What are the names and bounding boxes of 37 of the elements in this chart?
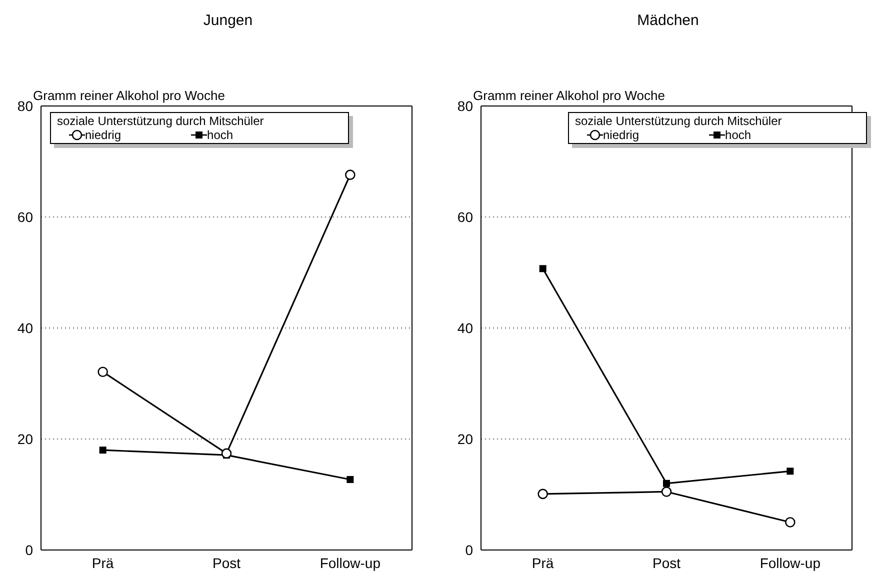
point (345, 170, 356, 180)
y-axis-title: Gramm reiner Alkohol pro Woche (473, 88, 665, 103)
y-tick-label: 40 (17, 320, 34, 336)
y-tick-label: 60 (457, 208, 474, 225)
point (539, 265, 546, 272)
chart-title: Mädchen (636, 11, 700, 31)
chart-title: Jungen (202, 11, 254, 31)
x-tick-label: Follow-up (320, 554, 381, 571)
y-axis-title: Gramm reiner Alkohol pro Woche (33, 88, 225, 103)
legend-title: soziale Unterstützung durch Mitschüler (575, 114, 783, 128)
legend-label: hoch (207, 128, 234, 142)
legend-label: hoch (725, 128, 752, 142)
y-tick-label: 20 (457, 430, 474, 447)
y-tick-label: 80 (457, 98, 474, 114)
legend-title: soziale Unterstützung durch Mitschüler (57, 114, 265, 128)
y-tick-label: 40 (457, 320, 474, 336)
point (663, 480, 670, 487)
point (538, 488, 548, 500)
point (661, 486, 672, 497)
legend-label: niedrig (85, 128, 122, 142)
x-tick-label: Post (212, 554, 241, 571)
y-tick-label: 80 (17, 98, 34, 114)
point (785, 517, 796, 528)
x-tick-label: Prä (92, 554, 114, 571)
y-tick-label: 0 (25, 542, 34, 558)
x-tick-label: Post (652, 554, 681, 571)
point (786, 468, 794, 475)
point (221, 448, 232, 459)
y-tick-label: 20 (17, 430, 34, 447)
point (99, 446, 106, 454)
x-tick-label: Prä (532, 554, 554, 571)
legend-label: niedrig (603, 128, 640, 142)
y-tick-label: 0 (465, 542, 474, 558)
x-tick-label: Follow-up (760, 554, 821, 571)
point (346, 476, 354, 484)
y-tick-label: 60 (17, 208, 34, 225)
point (98, 366, 108, 377)
